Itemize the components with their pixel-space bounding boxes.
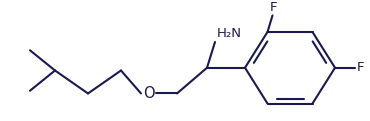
Text: H₂N: H₂N bbox=[217, 27, 242, 40]
Text: F: F bbox=[357, 61, 364, 74]
Text: F: F bbox=[270, 1, 277, 14]
Text: O: O bbox=[143, 86, 155, 101]
